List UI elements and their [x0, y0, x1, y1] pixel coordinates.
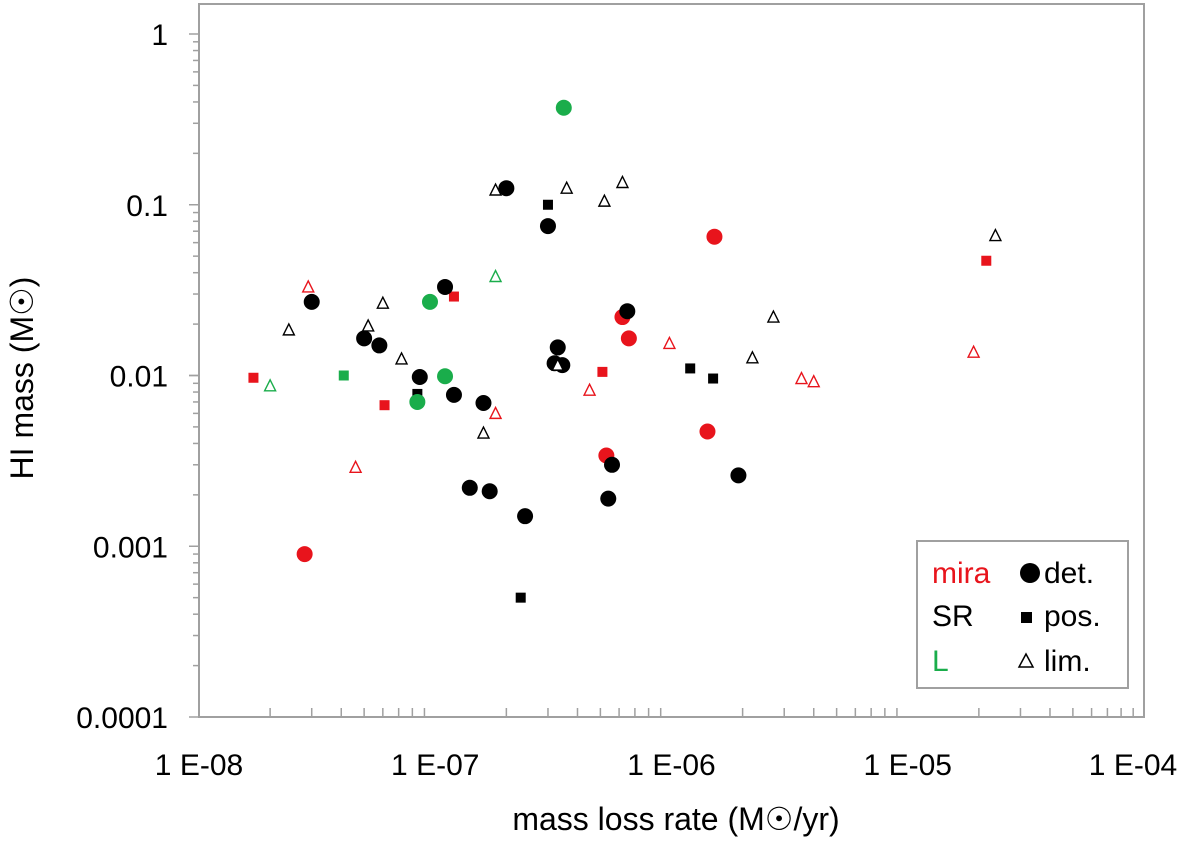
x-tick-label: 1 E-06	[627, 749, 715, 782]
x-minor-ticks	[269, 708, 1134, 717]
data-point-triangle	[597, 193, 612, 207]
data-point-circle	[437, 278, 454, 295]
data-point-triangle	[551, 357, 565, 371]
data-point-square	[248, 372, 259, 383]
data-point-circle	[498, 180, 515, 197]
data-point-triangle	[560, 180, 574, 194]
y-tick-label: 1	[151, 19, 168, 52]
data-point-triangle	[582, 382, 597, 396]
legend-label-lim: lim.	[1044, 645, 1091, 678]
data-point-square	[338, 370, 349, 381]
data-point-circle	[730, 467, 747, 484]
legend-type-l: L	[932, 645, 949, 678]
data-point-triangle	[476, 425, 491, 439]
y-tick-labels: 1 0.1 0.01 0.001 0.0001	[76, 19, 168, 735]
data-point-circle	[296, 546, 313, 563]
data-point-circle	[481, 483, 498, 500]
data-point-triangle	[794, 370, 809, 385]
data-point-circle	[539, 218, 556, 235]
data-point-square	[515, 592, 526, 603]
y-tick-label: 0.01	[110, 361, 168, 394]
data-point-circle	[699, 423, 716, 440]
data-point-square	[708, 373, 719, 384]
data-point-triangle	[488, 268, 503, 283]
data-point-circle	[411, 368, 428, 385]
data-point-triangle	[394, 351, 409, 365]
data-point-circle	[445, 386, 462, 403]
data-point-square	[981, 255, 992, 266]
data-point-circle	[303, 293, 320, 310]
data-point-circle	[475, 395, 492, 412]
data-point-circle	[356, 330, 373, 347]
legend-label-pos: pos.	[1044, 600, 1101, 633]
y-tick-label: 0.1	[126, 190, 168, 223]
data-point-circle	[604, 456, 621, 473]
data-point-triangle	[488, 182, 503, 196]
data-point-triangle	[745, 350, 760, 364]
data-point-triangle	[966, 344, 981, 358]
data-point-circle	[600, 490, 617, 507]
data-point-square	[448, 291, 459, 302]
data-point-square	[542, 199, 553, 210]
data-point-triangle	[662, 335, 677, 350]
legend-square-marker	[1021, 612, 1032, 623]
data-point-circle	[555, 99, 572, 116]
data-point-square	[379, 400, 390, 411]
legend-triangle-marker	[1017, 652, 1035, 668]
legend-type-sr: SR	[932, 600, 974, 633]
data-point-circle	[421, 293, 438, 310]
y-axis-label: HI mass (M☉)	[4, 277, 40, 480]
data-point-triangle	[361, 318, 375, 332]
data-point-circle	[371, 337, 388, 354]
data-point-circle	[549, 339, 566, 356]
data-point-circle	[461, 479, 478, 496]
legend-type-mira: mira	[932, 557, 991, 590]
legend-circle-marker	[1020, 563, 1040, 583]
data-point-circle	[706, 228, 723, 245]
data-point-triangle	[282, 322, 296, 336]
data-point-triangle	[263, 378, 277, 392]
data-point-square	[412, 388, 423, 399]
data-point-circle	[437, 368, 454, 385]
x-tick-label: 1 E-05	[864, 749, 952, 782]
y-minor-ticks	[189, 33, 199, 718]
data-point-circle	[409, 393, 426, 410]
data-point-triangle	[348, 459, 363, 473]
data-point-triangle	[807, 374, 821, 388]
x-tick-label: 1 E-04	[1089, 749, 1177, 782]
y-tick-label: 0.0001	[76, 702, 168, 735]
x-tick-label: 1 E-08	[155, 749, 243, 782]
data-point-circle	[517, 508, 534, 525]
x-axis-label: mass loss rate (M☉/yr)	[512, 801, 839, 837]
data-point-triangle	[301, 279, 315, 293]
data-point-square	[685, 363, 696, 374]
data-point-triangle	[376, 295, 390, 309]
legend-label-det: det.	[1044, 557, 1094, 590]
data-point-triangle	[988, 227, 1003, 242]
x-tick-labels: 1 E-08 1 E-07 1 E-06 1 E-05 1 E-04	[155, 749, 1177, 782]
data-point-circle	[619, 303, 636, 320]
y-tick-label: 0.001	[93, 531, 168, 564]
x-tick-label: 1 E-07	[391, 749, 479, 782]
data-points	[248, 99, 1003, 603]
legend: mira SR L det. pos. lim.	[916, 540, 1129, 689]
data-point-circle	[620, 330, 637, 347]
data-point-triangle	[615, 174, 630, 189]
plot-frame	[198, 3, 1145, 718]
data-point-square	[597, 366, 608, 377]
data-point-triangle	[766, 309, 781, 323]
data-point-triangle	[488, 405, 503, 420]
